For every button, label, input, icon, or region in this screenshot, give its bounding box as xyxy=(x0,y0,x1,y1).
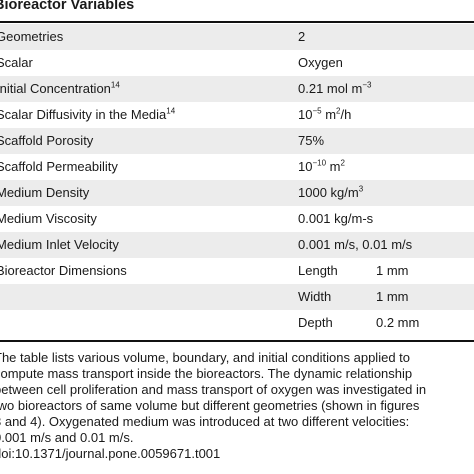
row-value: 2 xyxy=(298,29,306,44)
table-row: Scalar Diffusivity in the Media14 10−5 m… xyxy=(0,102,474,128)
row-label: Bioreactor Dimensions xyxy=(0,263,127,278)
row-value-unit: m xyxy=(321,107,337,122)
table-row: Scaffold Porosity 75% xyxy=(0,128,474,154)
table-row: Bioreactor Dimensions Length 1 mm xyxy=(0,258,474,284)
footnote-line: between cell proliferation and mass tran… xyxy=(0,382,427,397)
row-value: Oxygen xyxy=(298,55,343,70)
exponent-sup: −3 xyxy=(362,80,372,90)
exponent-sup: −5 xyxy=(312,106,322,116)
row-label: Scalar Diffusivity in the Media14 xyxy=(0,107,175,122)
table-row: Medium Viscosity 0.001 kg/m-s xyxy=(0,206,474,232)
table-row: Initial Concentration14 0.21 mol m−3 xyxy=(0,76,474,102)
row-value: 0.21 mol m−3 xyxy=(298,81,371,96)
footnote-line: The table lists various volume, boundary… xyxy=(0,350,410,365)
table-row: Medium Inlet Velocity 0.001 m/s, 0.01 m/… xyxy=(0,232,474,258)
table-top-rule xyxy=(0,21,474,23)
dimension-name: Width xyxy=(298,289,332,304)
table-row: Geometries 2 xyxy=(0,24,474,50)
row-label: Scaffold Porosity xyxy=(0,133,94,148)
reference-sup: 14 xyxy=(110,80,120,90)
footnote-line: compute mass transport inside the biorea… xyxy=(0,366,413,381)
row-value-base: 10 xyxy=(298,107,313,122)
row-label: Medium Viscosity xyxy=(0,211,97,226)
row-value: 10−5 m2/h xyxy=(298,107,351,122)
row-label: Scalar xyxy=(0,55,33,70)
row-value-unit: m xyxy=(326,159,341,174)
unit-exponent-sup: 2 xyxy=(340,158,345,168)
row-value-unit-tail: /h xyxy=(340,107,352,122)
table-bottom-rule xyxy=(0,340,474,342)
table-row: Medium Density 1000 kg/m3 xyxy=(0,180,474,206)
footnote-line: two bioreactors of same volume but diffe… xyxy=(0,398,420,413)
table-row: Scalar Oxygen xyxy=(0,50,474,76)
footnote-line: 3 and 4). Oxygenated medium was introduc… xyxy=(0,414,410,429)
row-value-base: 10 xyxy=(298,159,313,174)
unit-exponent-sup: 2 xyxy=(336,106,341,116)
dimension-name: Depth xyxy=(298,315,333,330)
table-row: Depth 0.2 mm xyxy=(0,310,474,336)
row-value: 1000 kg/m3 xyxy=(298,185,363,200)
row-label-text: Initial Concentration xyxy=(0,81,111,96)
row-label: Medium Inlet Velocity xyxy=(0,237,119,252)
table-title: Bioreactor Variables xyxy=(0,0,135,13)
row-label-text: Scalar Diffusivity in the Media xyxy=(0,107,167,122)
table-row: Width 1 mm xyxy=(0,284,474,310)
row-value-text: 0.21 mol m xyxy=(298,81,363,96)
row-label: Geometries xyxy=(0,29,64,44)
row-value-text: 1000 kg/m xyxy=(298,185,359,200)
table-footnote: The table lists various volume, boundary… xyxy=(0,350,474,462)
exponent-sup: 3 xyxy=(358,184,364,194)
dimension-name: Length xyxy=(298,263,338,278)
row-value: 10−10 m2 xyxy=(298,159,345,174)
row-value: 0.001 m/s, 0.01 m/s xyxy=(298,237,413,252)
row-value: 75% xyxy=(298,133,325,148)
footnote-line: 0.001 m/s and 0.01 m/s. xyxy=(0,430,134,445)
dimension-value: 1 mm xyxy=(376,263,409,278)
table-row: Scaffold Permeability 10−10 m2 xyxy=(0,154,474,180)
dimension-value: 0.2 mm xyxy=(376,315,420,330)
exponent-sup: −10 xyxy=(312,158,327,168)
row-value: 0.001 kg/m-s xyxy=(298,211,374,226)
row-label: Initial Concentration14 xyxy=(0,81,120,96)
reference-sup: 14 xyxy=(166,106,176,116)
dimension-value: 1 mm xyxy=(376,289,409,304)
row-label: Scaffold Permeability xyxy=(0,159,118,174)
row-label: Medium Density xyxy=(0,185,90,200)
doi-link[interactable]: doi:10.1371/journal.pone.0059671.t001 xyxy=(0,446,221,461)
